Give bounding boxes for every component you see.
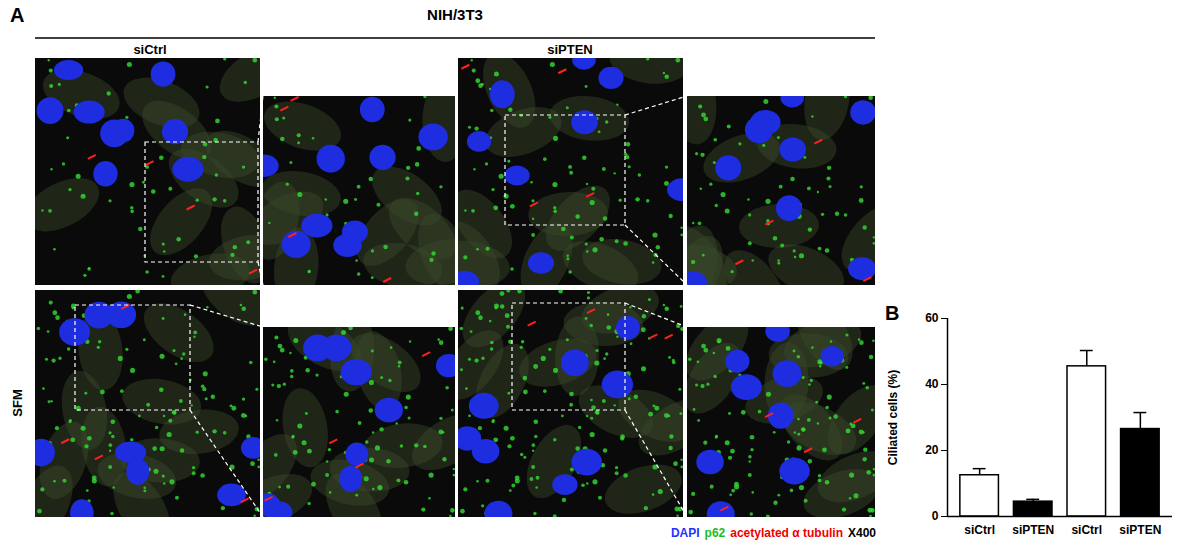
svg-text:siCtrl: siCtrl <box>964 523 995 537</box>
svg-text:siPTEN: siPTEN <box>547 42 593 57</box>
svg-text:B: B <box>885 302 899 324</box>
svg-text:siPTEN: siPTEN <box>1012 523 1054 537</box>
svg-text:0: 0 <box>932 509 939 523</box>
svg-text:SFM: SFM <box>10 389 25 416</box>
svg-text:X400: X400 <box>848 526 876 540</box>
svg-text:DAPI: DAPI <box>671 526 700 540</box>
svg-text:p62: p62 <box>705 526 726 540</box>
svg-text:Ciliated cells (%): Ciliated cells (%) <box>886 370 900 465</box>
svg-text:40: 40 <box>925 377 939 391</box>
svg-text:acetylated α tubulin: acetylated α tubulin <box>730 526 843 540</box>
svg-text:siCtrl: siCtrl <box>1071 523 1102 537</box>
svg-text:NIH/3T3: NIH/3T3 <box>427 6 483 23</box>
svg-text:siPTEN: siPTEN <box>1119 523 1161 537</box>
svg-text:60: 60 <box>925 311 939 325</box>
svg-text:A: A <box>10 4 24 26</box>
svg-text:20: 20 <box>925 443 939 457</box>
svg-text:siCtrl: siCtrl <box>133 42 166 57</box>
